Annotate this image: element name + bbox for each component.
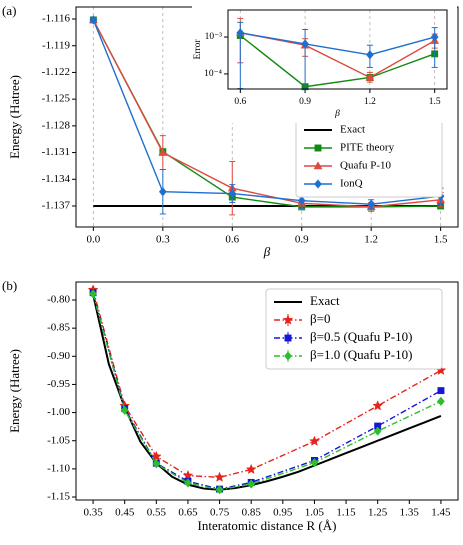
x-tick-label: 1.25	[368, 507, 388, 519]
x-tick-label: 0.75	[210, 507, 230, 519]
legend-label: Exact	[340, 124, 365, 136]
y-tick-label: -1.119	[42, 39, 71, 51]
legend-label: PITE theory	[340, 142, 395, 154]
marker	[367, 199, 376, 209]
legend-label: β=1.0 (Quafu P-10)	[310, 347, 412, 362]
x-tick-label: 0.6	[225, 234, 239, 246]
marker	[245, 463, 257, 475]
marker	[437, 387, 445, 395]
marker	[184, 478, 192, 488]
y-tick-label: 10⁻³	[205, 32, 223, 42]
marker	[314, 144, 322, 152]
marker	[314, 179, 322, 189]
legend-label: Exact	[310, 293, 340, 308]
y-tick-label: -0.90	[47, 350, 70, 362]
series-line	[92, 19, 441, 208]
y-axis-label: Energy (Hatree)	[7, 349, 22, 433]
x-tick-label: 0.65	[178, 507, 198, 519]
marker	[284, 334, 292, 342]
series-line	[92, 289, 442, 479]
y-tick-label: -1.00	[47, 406, 70, 418]
x-tick-label: 0.45	[115, 507, 135, 519]
x-tick-label: 0.85	[242, 507, 262, 519]
x-tick-label: 1.15	[336, 507, 356, 519]
y-tick-label: -0.95	[47, 378, 70, 390]
x-tick-label: 0.3	[156, 234, 170, 246]
marker	[120, 405, 129, 416]
marker	[214, 471, 225, 482]
marker	[365, 50, 374, 60]
marker	[215, 485, 224, 495]
x-tick-label: 0.0	[86, 234, 100, 246]
x-tick-label: 0.9	[295, 234, 309, 246]
y-tick-label: -1.128	[42, 119, 71, 131]
x-tick-label: 0.6	[234, 97, 246, 107]
y-axis-label: Energy (Hatree)	[7, 75, 22, 159]
legend-label: β=0.5 (Quafu P-10)	[310, 329, 412, 344]
y-tick-label: -1.116	[42, 13, 71, 25]
marker	[297, 195, 306, 206]
y-tick-label: 10⁻⁴	[204, 69, 223, 79]
y-tick-label: -1.122	[42, 66, 70, 78]
marker	[150, 450, 162, 462]
x-axis-label: Interatomic distance R (Å)	[198, 518, 337, 533]
marker	[282, 314, 294, 325]
x-tick-label: 0.35	[83, 507, 103, 519]
legend-label: IonQ	[340, 178, 363, 190]
x-tick-label: 1.35	[400, 507, 420, 519]
series-line	[92, 19, 441, 205]
marker	[228, 188, 237, 199]
x-tick-label: 1.45	[431, 507, 451, 519]
x-tick-label: 1.5	[429, 97, 441, 107]
marker	[89, 289, 98, 299]
x-axis-label: β	[263, 244, 271, 259]
marker	[158, 147, 168, 156]
series-line	[92, 294, 442, 491]
marker	[284, 351, 292, 361]
marker	[313, 161, 323, 170]
marker	[309, 435, 320, 446]
marker	[158, 187, 167, 197]
marker	[301, 39, 310, 49]
x-tick-label: 0.95	[273, 507, 293, 519]
legend-label: Quafu P-10	[340, 160, 392, 172]
marker	[152, 459, 161, 469]
x-axis-label: β	[334, 109, 340, 119]
x-tick-label: 1.2	[364, 234, 378, 246]
y-tick-label: -0.80	[47, 294, 70, 306]
y-tick-label: -0.85	[47, 322, 70, 334]
legend-box	[265, 288, 443, 370]
y-tick-label: -1.137	[42, 200, 71, 212]
inset-background	[192, 4, 457, 123]
y-tick-label: -1.05	[47, 434, 70, 446]
series-line	[240, 32, 435, 56]
marker	[430, 32, 439, 42]
y-tick-label: -1.15	[47, 491, 70, 503]
marker	[247, 479, 256, 489]
axes-frame	[75, 281, 459, 501]
panel-label: (a)	[2, 3, 16, 18]
marker	[373, 426, 382, 436]
marker	[310, 457, 319, 468]
panel-label: (b)	[2, 278, 17, 293]
marker	[236, 28, 245, 38]
x-tick-label: 1.05	[305, 507, 325, 519]
marker	[89, 15, 98, 25]
x-tick-label: 1.5	[434, 234, 448, 246]
x-tick-label: 0.9	[299, 97, 311, 107]
y-tick-label: -1.10	[47, 462, 70, 474]
marker	[365, 72, 375, 81]
y-tick-label: -1.131	[42, 146, 70, 158]
x-tick-label: 1.2	[364, 97, 376, 107]
x-tick-label: 0.55	[147, 507, 167, 519]
series-line	[239, 34, 435, 88]
y-axis-label: Error	[193, 39, 203, 60]
y-tick-label: -1.134	[42, 173, 71, 185]
marker	[372, 400, 384, 411]
axes-frame	[227, 9, 448, 90]
y-tick-label: -1.125	[42, 93, 71, 105]
marker	[436, 396, 445, 407]
legend-label: β=0	[310, 311, 330, 326]
